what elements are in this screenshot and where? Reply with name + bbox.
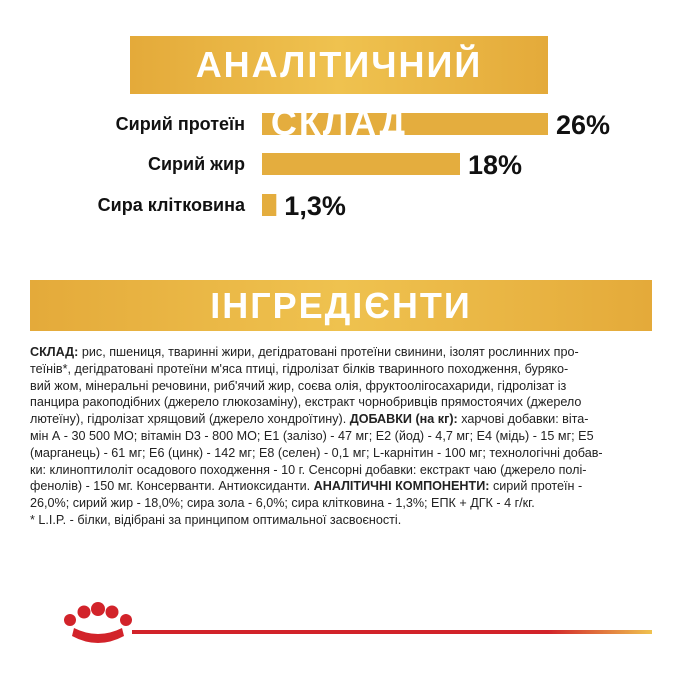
text: мін А - 30 500 МО; вітамін D3 - 800 МО; … (30, 428, 594, 443)
value-label: 26% (556, 110, 610, 140)
category-label: Сирий протеїн (116, 114, 245, 134)
text-line: СКЛАД: рис, пшениця, тваринні жири, дегі… (30, 344, 655, 361)
text: лютеїну), гідролізат хрящовий (джерело х… (30, 412, 350, 427)
text: (марганець) - 61 мг; Е6 (цинк) - 142 мг;… (30, 445, 603, 460)
text: панцира ракоподібних (джерело глюкозамін… (30, 395, 582, 410)
bold-text: СКЛАД: (30, 345, 79, 359)
ingredients-text: СКЛАД: рис, пшениця, тваринні жири, дегі… (30, 344, 655, 529)
text: фенолів) - 150 мг. Консерванти. Антиокси… (30, 479, 314, 494)
text-line: лютеїну), гідролізат хрящовий (джерело х… (30, 411, 655, 428)
text-line: (марганець) - 61 мг; Е6 (цинк) - 142 мг;… (30, 445, 655, 462)
text-line: теїнів*, дегідратовані протеїни м'яса пт… (30, 361, 655, 378)
logo (64, 602, 132, 643)
text-line: ки: клиноптилоліт осадового походження -… (30, 462, 655, 479)
text-line: 26,0%; сирий жир - 18,0%; сира зола - 6,… (30, 495, 655, 512)
text-line: мін А - 30 500 МО; вітамін D3 - 800 МО; … (30, 428, 655, 445)
bold-text: ДОБАВКИ (на кг): (349, 412, 458, 427)
section-title: АНАЛІТИЧНИЙ СКЛАД (130, 36, 548, 143)
section-title: ІНГРЕДІЄНТИ (30, 280, 652, 331)
text: * L.I.P. - білки, відібрані за принципом… (30, 512, 402, 527)
bold-text: АНАЛІТИЧНІ КОМПОНЕНТИ: (313, 479, 490, 494)
bar (262, 194, 277, 216)
category-label: Сира клітковина (98, 195, 246, 215)
text: вий жом, мінеральні речовини, риб'ячий ж… (30, 378, 567, 393)
text-line: * L.I.P. - білки, відібрані за принципом… (30, 512, 655, 529)
text: теїнів*, дегідратовані протеїни м'яса пт… (30, 361, 569, 376)
brand-line (132, 630, 652, 634)
text-line: вий жом, мінеральні речовини, риб'ячий ж… (30, 378, 655, 395)
category-label: Сирий жир (148, 154, 245, 174)
text: рис, пшениця, тваринні жири, дегідратова… (78, 345, 579, 359)
text-line: панцира ракоподібних (джерело глюкозамін… (30, 394, 655, 411)
bar (262, 153, 460, 175)
bar (262, 113, 548, 135)
text: ки: клиноптилоліт осадового походження -… (30, 462, 587, 477)
text: харчові добавки: віта- (457, 412, 589, 427)
text: сирий протеїн - (489, 479, 583, 494)
text: 26,0%; сирий жир - 18,0%; сира зола - 6,… (30, 496, 535, 511)
text-line: фенолів) - 150 мг. Консерванти. Антиокси… (30, 478, 655, 495)
value-label: 18% (468, 150, 522, 180)
value-label: 1,3% (284, 191, 346, 221)
